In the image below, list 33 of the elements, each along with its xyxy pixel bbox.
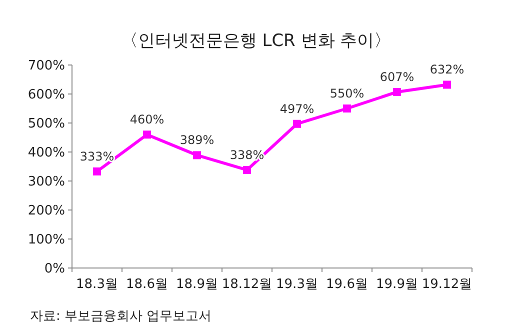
y-tick-label: 400% xyxy=(28,146,65,160)
x-tick-label: 18.9월 xyxy=(176,277,218,292)
data-label: 460% xyxy=(130,112,164,127)
point xyxy=(243,166,251,174)
x-tick-label: 19.9월 xyxy=(376,277,418,292)
point xyxy=(343,104,351,112)
point xyxy=(393,88,401,96)
data-label: 389% xyxy=(180,133,214,148)
data-label: 333% xyxy=(80,149,114,164)
point xyxy=(293,120,301,128)
text: 자료: 부보금융회사 업무보고서 xyxy=(30,309,212,324)
data-label: 497% xyxy=(280,102,314,116)
x-tick-label: 19.12월 xyxy=(422,277,472,292)
y-tick-label: 700% xyxy=(28,58,65,74)
data-label: 632% xyxy=(430,62,464,77)
x-tick-label: 18.6월 xyxy=(126,277,168,292)
x-tick-label: 18.12월 xyxy=(222,277,272,292)
point xyxy=(93,167,101,176)
chart-title: 〈인터넷전문은행 LCR 변화 추이〉 xyxy=(120,31,392,51)
y-tick-label: 0% xyxy=(44,262,65,276)
y-tick-label: 200% xyxy=(28,204,65,218)
point xyxy=(143,130,151,139)
x-tick-label: 19.6월 xyxy=(326,277,368,292)
point xyxy=(193,151,201,160)
x-tick-label: 19.3월 xyxy=(276,277,318,292)
y-tick-label: 500% xyxy=(28,116,65,132)
y-tick-label: 100% xyxy=(28,232,65,248)
y-tick-label: 300% xyxy=(28,174,65,190)
x-tick-label: 18.3월 xyxy=(76,277,118,292)
y-tick-label: 600% xyxy=(28,88,65,102)
data-label: 550% xyxy=(330,86,364,100)
data-label: 607% xyxy=(380,70,414,84)
point xyxy=(443,80,451,89)
